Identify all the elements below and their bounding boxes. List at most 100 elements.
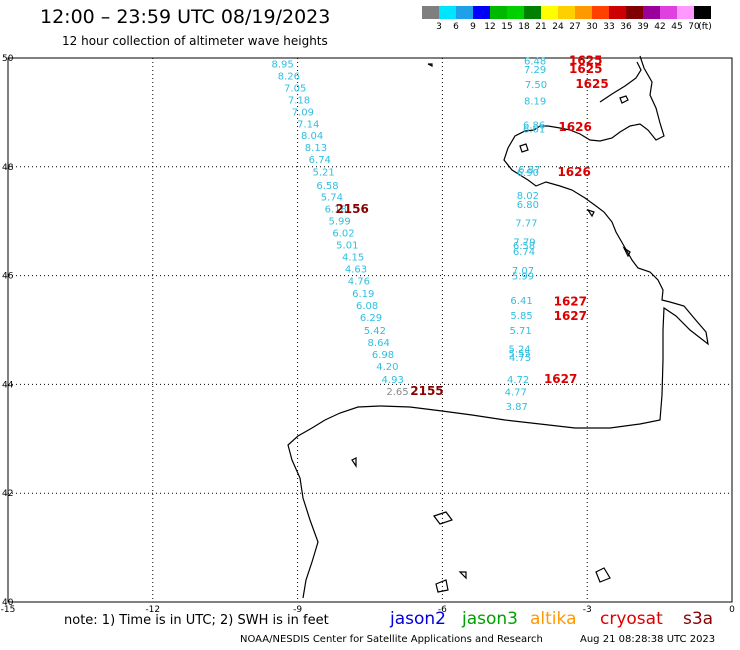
y-tick-label: 44 bbox=[2, 380, 14, 390]
map-grid bbox=[7, 57, 733, 603]
coastline bbox=[287, 55, 709, 599]
pass-time-label: 1625 bbox=[569, 54, 602, 68]
wave-height-value: 6.48 bbox=[524, 57, 546, 68]
wave-height-value: 6.86 bbox=[523, 120, 545, 131]
island-8 bbox=[351, 457, 357, 468]
legend-swatch bbox=[473, 6, 490, 19]
wave-height-value: 6.02 bbox=[332, 229, 354, 240]
legend-label: 42 bbox=[654, 22, 666, 32]
x-tick-label: -6 bbox=[438, 605, 447, 615]
legend-swatch bbox=[456, 6, 473, 19]
wave-height-value: 2.65 bbox=[386, 387, 408, 398]
wave-height-value: 6.80 bbox=[517, 200, 539, 211]
wave-height-value: 4.63 bbox=[345, 265, 367, 276]
legend-swatch bbox=[524, 6, 541, 19]
legend-swatch bbox=[660, 6, 677, 19]
legend-unit: (ft) bbox=[698, 22, 712, 32]
wave-height-value: 8.04 bbox=[301, 131, 323, 142]
wave-height-value: 4.15 bbox=[342, 253, 364, 264]
wave-height-value: 3.87 bbox=[506, 402, 528, 413]
legend-label: 27 bbox=[569, 22, 581, 32]
legend-label: 12 bbox=[484, 22, 496, 32]
wave-height-value: 6.19 bbox=[352, 289, 374, 300]
wave-height-value: 5.42 bbox=[364, 326, 386, 337]
legend-swatch bbox=[422, 6, 439, 19]
color-legend-labels: 3 6 9 12 15 18 21 24 27 30 33 36 39 42 45 70 (ft) bbox=[422, 22, 740, 34]
map-frame bbox=[7, 57, 733, 603]
wave-height-value: 6.08 bbox=[356, 301, 378, 312]
island-1 bbox=[619, 95, 629, 104]
pass-time-label: 1627 bbox=[554, 309, 587, 323]
island-2 bbox=[519, 143, 529, 153]
pass-time-label: 1626 bbox=[558, 120, 591, 134]
wave-height-value: 5.71 bbox=[509, 326, 531, 337]
pass-time-label: 1627 bbox=[544, 372, 577, 386]
footer-timestamp: Aug 21 08:28:38 UTC 2023 bbox=[580, 634, 716, 645]
wave-height-value: 7.77 bbox=[515, 218, 537, 229]
pass-time-label: 2155 bbox=[410, 384, 443, 398]
legend-label: 18 bbox=[518, 22, 530, 32]
legend-swatch bbox=[677, 6, 694, 19]
island-7 bbox=[595, 567, 611, 583]
legend-swatch bbox=[439, 6, 456, 19]
satellite-s3a: s3a bbox=[683, 609, 714, 629]
map-title: 12:00 – 23:59 UTC 08/19/2023 bbox=[40, 6, 331, 28]
legend-label: 36 bbox=[620, 22, 632, 32]
legend-label: 70 bbox=[688, 22, 700, 32]
wave-height-value: 7.18 bbox=[288, 95, 310, 106]
wave-height-value: 7.29 bbox=[524, 65, 546, 76]
wave-height-value: 7.05 bbox=[284, 83, 306, 94]
wave-height-value: 5.55 bbox=[508, 349, 530, 360]
satellite-cryosat: cryosat bbox=[600, 609, 663, 629]
map-note: note: 1) Time is in UTC; 2) SWH is in fe… bbox=[64, 613, 329, 628]
legend-label: 45 bbox=[671, 22, 683, 32]
legend-swatch bbox=[694, 6, 711, 19]
altimeter-points: 8.958.267.057.187.097.148.048.136.745.21… bbox=[272, 57, 548, 413]
wave-height-value: 6.74 bbox=[309, 155, 331, 166]
wave-height-value: 5.74 bbox=[321, 193, 343, 204]
wave-height-value: 4.75 bbox=[509, 353, 531, 364]
wave-height-value: 8.95 bbox=[272, 59, 294, 70]
legend-swatch bbox=[490, 6, 507, 19]
legend-label: 39 bbox=[637, 22, 649, 32]
island-9 bbox=[458, 571, 467, 580]
island-6 bbox=[435, 579, 449, 593]
legend-swatch bbox=[541, 6, 558, 19]
pass-time-label: 1626 bbox=[557, 165, 590, 179]
x-tick-label: -3 bbox=[583, 605, 592, 615]
legend-swatch bbox=[609, 6, 626, 19]
wave-height-value: 4.76 bbox=[348, 276, 370, 287]
legend-label: 3 bbox=[436, 22, 442, 32]
wave-height-value: 4.72 bbox=[507, 375, 529, 386]
satellite-jason2: jason2 bbox=[390, 609, 446, 629]
wave-height-value: 5.24 bbox=[508, 344, 530, 355]
x-tick-label: -12 bbox=[145, 605, 160, 615]
island-3 bbox=[586, 208, 595, 218]
wave-height-value: 7.09 bbox=[292, 107, 314, 118]
wave-height-value: 5.21 bbox=[313, 168, 335, 179]
wave-height-value: 8.02 bbox=[517, 191, 539, 202]
wave-height-value: 6.58 bbox=[316, 181, 338, 192]
wave-height-value: 6.90 bbox=[517, 168, 539, 179]
wave-height-value: 8.64 bbox=[368, 338, 390, 349]
coastline-cornwall bbox=[599, 61, 642, 103]
wave-height-value: 7.50 bbox=[525, 80, 547, 91]
y-tick-label: 42 bbox=[2, 489, 13, 499]
wave-height-value: 6.41 bbox=[510, 296, 532, 307]
pass-time-label: 2156 bbox=[335, 202, 368, 216]
wave-height-value: 5.99 bbox=[328, 217, 350, 228]
wave-height-value: 6.29 bbox=[360, 313, 382, 324]
wave-height-value: 6.74 bbox=[513, 247, 535, 258]
y-tick-label: 46 bbox=[2, 272, 14, 282]
wave-height-value: 7.14 bbox=[297, 119, 319, 130]
wave-height-value: 4.20 bbox=[376, 362, 398, 373]
y-tick-label: 40 bbox=[2, 598, 14, 608]
island-4 bbox=[622, 246, 631, 258]
legend-swatch bbox=[592, 6, 609, 19]
footer-credit: NOAA/NESDIS Center for Satellite Applica… bbox=[240, 634, 543, 645]
wave-height-value: 6.87 bbox=[518, 165, 540, 176]
wave-height-value: 8.26 bbox=[278, 71, 300, 82]
island-10 bbox=[427, 63, 433, 67]
